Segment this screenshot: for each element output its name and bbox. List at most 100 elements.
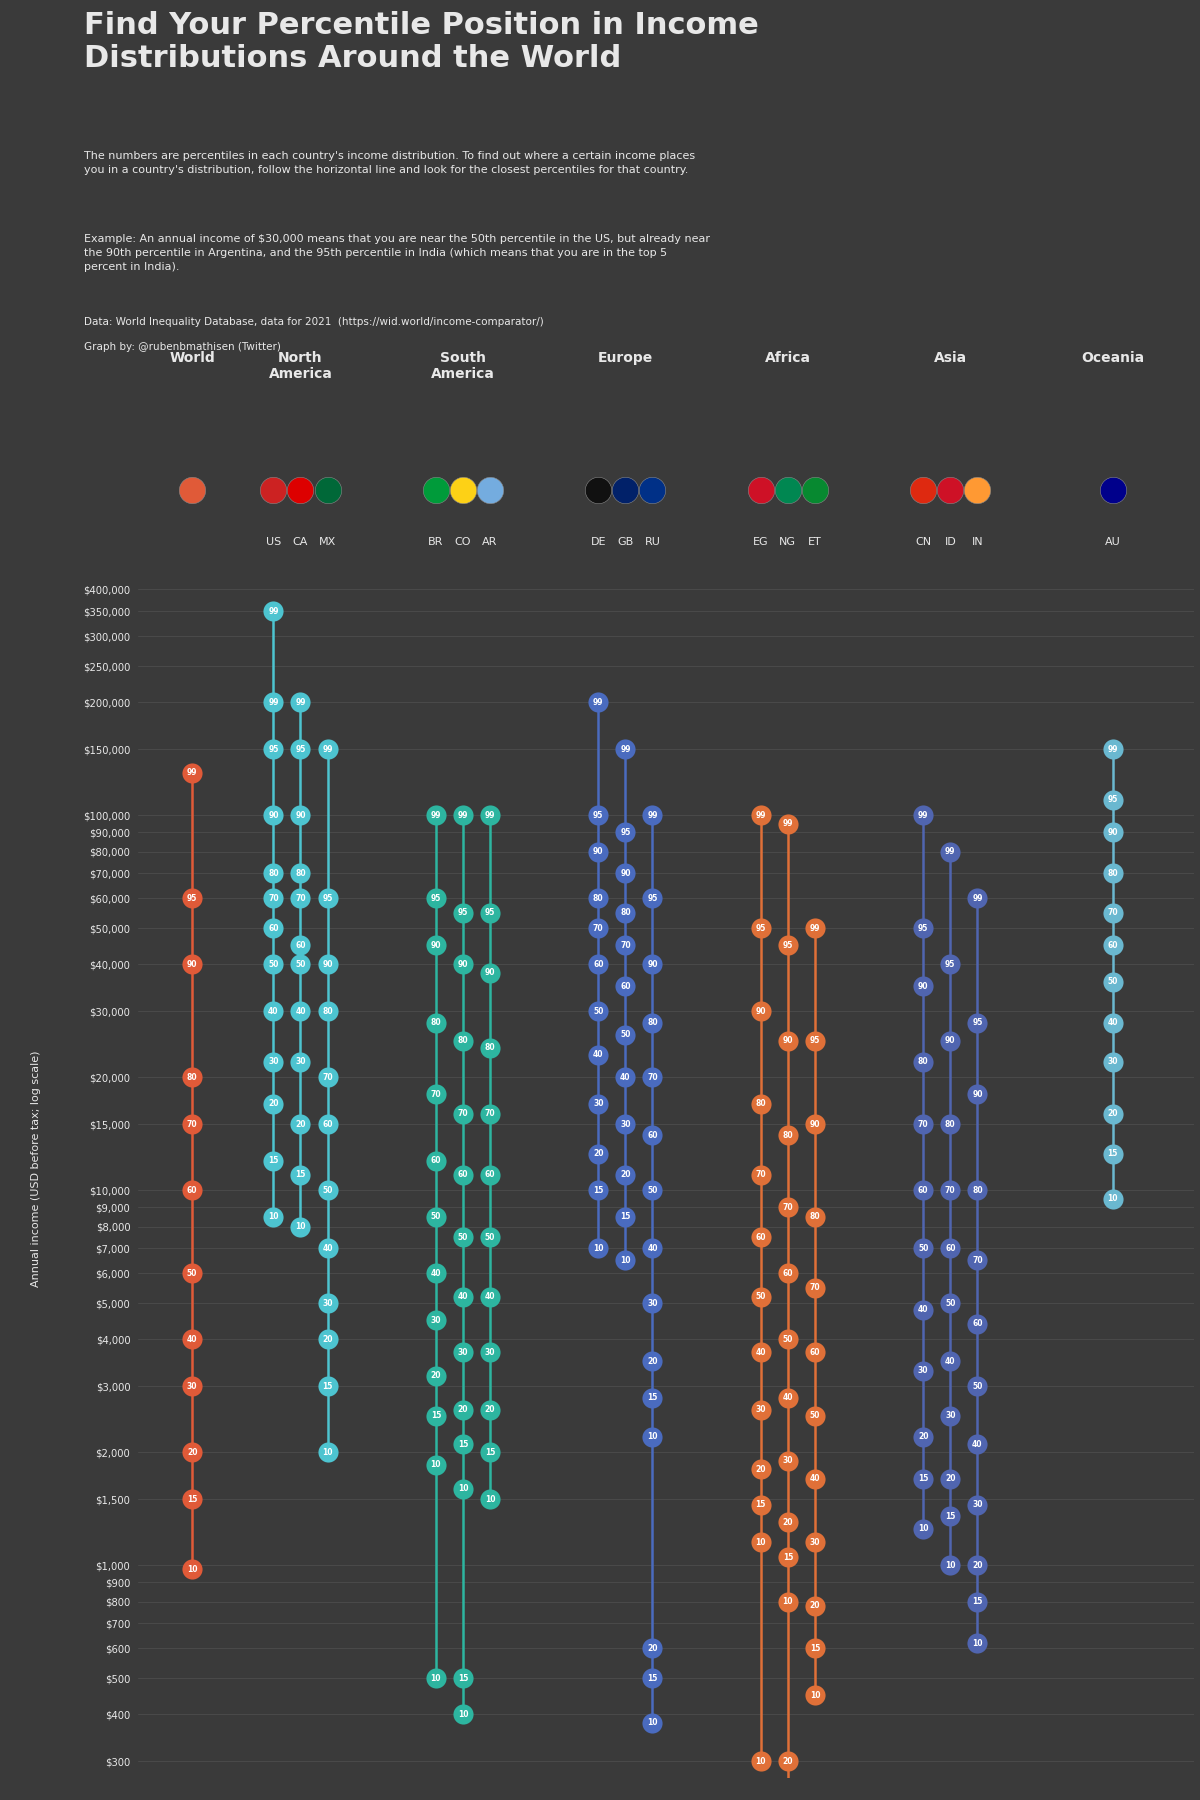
Text: 60: 60 (647, 1130, 658, 1139)
Text: 70: 70 (187, 1120, 198, 1129)
Text: 50: 50 (810, 1411, 820, 1420)
Text: ID: ID (944, 536, 956, 547)
Text: 30: 30 (918, 1366, 929, 1375)
Text: 10: 10 (620, 1256, 631, 1265)
Text: 95: 95 (187, 895, 197, 904)
Text: 95: 95 (972, 1019, 983, 1028)
Text: 15: 15 (620, 1211, 630, 1220)
Text: 70: 70 (593, 923, 604, 932)
Text: 60: 60 (485, 1170, 496, 1179)
Text: GB: GB (617, 536, 634, 547)
Text: Oceania: Oceania (1081, 351, 1145, 365)
Text: 60: 60 (323, 1120, 332, 1129)
Text: 60: 60 (187, 1186, 198, 1195)
Text: CN: CN (916, 536, 931, 547)
Text: 10: 10 (593, 1244, 604, 1253)
Text: 20: 20 (187, 1447, 198, 1456)
Text: 60: 60 (972, 1319, 983, 1328)
Text: 60: 60 (593, 959, 604, 968)
Text: 80: 80 (268, 869, 278, 878)
Text: 30: 30 (187, 1382, 198, 1391)
Text: 99: 99 (268, 698, 278, 707)
Text: 80: 80 (918, 1057, 929, 1066)
Text: 90: 90 (782, 1037, 793, 1046)
Text: CA: CA (293, 536, 308, 547)
Text: US: US (265, 536, 281, 547)
Text: 15: 15 (268, 1156, 278, 1165)
Text: 50: 50 (756, 1292, 766, 1301)
Text: 50: 50 (593, 1006, 604, 1015)
Text: 95: 95 (810, 1037, 820, 1046)
Text: 20: 20 (782, 1517, 793, 1526)
Text: 30: 30 (620, 1120, 631, 1129)
Text: 40: 40 (1108, 1019, 1118, 1028)
Text: MX: MX (319, 536, 336, 547)
Text: 60: 60 (620, 981, 631, 990)
Text: 50: 50 (972, 1382, 983, 1391)
Text: 15: 15 (756, 1499, 766, 1508)
Text: 50: 50 (268, 959, 278, 968)
Text: 60: 60 (268, 923, 278, 932)
Text: 20: 20 (756, 1465, 766, 1474)
Text: 40: 40 (431, 1269, 442, 1278)
Text: Example: An annual income of $30,000 means that you are near the 50th percentile: Example: An annual income of $30,000 mea… (84, 234, 710, 272)
Text: North
America: North America (269, 351, 332, 382)
Text: 15: 15 (187, 1494, 197, 1503)
Text: 40: 40 (268, 1006, 278, 1015)
Text: 90: 90 (918, 981, 929, 990)
Text: 40: 40 (946, 1357, 955, 1366)
Text: 90: 90 (756, 1006, 766, 1015)
Text: IN: IN (972, 536, 983, 547)
Text: South
America: South America (431, 351, 494, 382)
Text: 15: 15 (431, 1411, 442, 1420)
Text: 20: 20 (295, 1120, 306, 1129)
Text: 99: 99 (756, 810, 766, 819)
Text: 90: 90 (593, 848, 604, 857)
Text: 70: 70 (647, 1073, 658, 1082)
Text: 40: 40 (620, 1073, 631, 1082)
Text: 99: 99 (457, 810, 468, 819)
Text: 10: 10 (1108, 1193, 1118, 1202)
Text: 20: 20 (620, 1170, 631, 1179)
Text: 95: 95 (756, 923, 766, 932)
Text: 95: 95 (593, 810, 604, 819)
Text: ET: ET (808, 536, 822, 547)
Text: 15: 15 (295, 1170, 306, 1179)
Text: 15: 15 (457, 1674, 468, 1683)
Text: 30: 30 (972, 1499, 983, 1508)
Text: RU: RU (644, 536, 660, 547)
Text: 90: 90 (295, 810, 306, 819)
Text: 70: 70 (268, 895, 278, 904)
Text: 99: 99 (620, 745, 631, 754)
Text: 40: 40 (756, 1348, 766, 1357)
Text: 80: 80 (647, 1019, 658, 1028)
Text: 60: 60 (457, 1170, 468, 1179)
Text: 40: 40 (295, 1006, 306, 1015)
Text: 60: 60 (1108, 941, 1118, 950)
Text: 70: 70 (485, 1109, 496, 1118)
Text: 15: 15 (647, 1393, 658, 1402)
Text: 40: 40 (457, 1292, 468, 1301)
Text: AR: AR (482, 536, 498, 547)
Text: 40: 40 (918, 1305, 929, 1314)
Text: 80: 80 (620, 907, 631, 916)
Text: 80: 80 (810, 1211, 821, 1220)
Text: 30: 30 (756, 1406, 766, 1415)
Text: 99: 99 (946, 848, 955, 857)
Text: 15: 15 (946, 1512, 955, 1521)
Text: 10: 10 (756, 1757, 766, 1766)
Text: 90: 90 (268, 810, 278, 819)
Text: 10: 10 (756, 1537, 766, 1546)
Text: 99: 99 (593, 698, 604, 707)
Text: 95: 95 (323, 895, 332, 904)
Text: 80: 80 (457, 1037, 468, 1046)
Text: 99: 99 (295, 698, 306, 707)
Text: 30: 30 (431, 1316, 442, 1325)
Text: 95: 95 (918, 923, 929, 932)
Text: 95: 95 (457, 907, 468, 916)
Text: 60: 60 (810, 1348, 820, 1357)
Text: 10: 10 (782, 1597, 793, 1606)
Text: 90: 90 (431, 941, 442, 950)
Text: Graph by: @rubenbmathisen (Twitter): Graph by: @rubenbmathisen (Twitter) (84, 342, 281, 353)
Text: 60: 60 (756, 1233, 766, 1242)
